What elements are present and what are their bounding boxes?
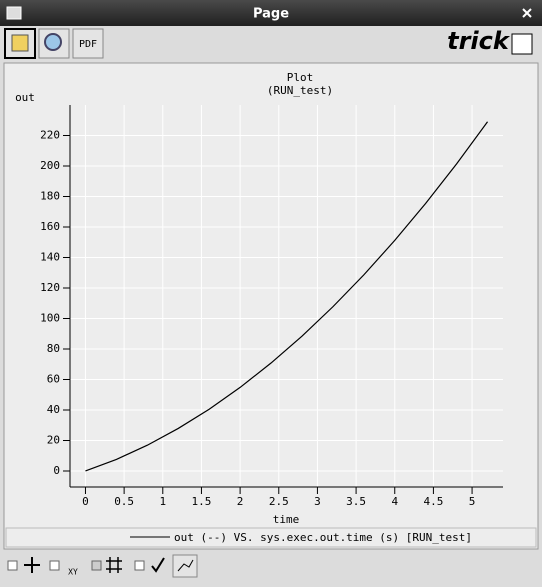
x-tick-label: 0.5	[114, 495, 134, 508]
x-tick-label: 5	[469, 495, 476, 508]
view-button[interactable]	[172, 554, 198, 578]
y-tick-label: 140	[40, 250, 60, 263]
y-tick-label: 160	[40, 220, 60, 233]
x-tick-label: 0	[82, 495, 89, 508]
y-tick-label: 100	[40, 311, 60, 324]
x-tick-label: 4	[391, 495, 398, 508]
zoom-icon	[44, 33, 62, 51]
y-tick-label: 40	[47, 403, 60, 416]
window-title: Page	[253, 7, 289, 22]
close-button[interactable]	[522, 8, 532, 18]
checkbox[interactable]	[134, 560, 145, 571]
logo: trick	[447, 27, 511, 55]
x-tick-label: 1	[159, 495, 166, 508]
x-axis-label: time	[273, 513, 300, 526]
x-tick-label: 2	[237, 495, 244, 508]
x-tick-label: 4.5	[423, 495, 443, 508]
legend-label: out (--) VS. sys.exec.out.time (s) [RUN_…	[174, 531, 472, 544]
pdf-label: PDF	[79, 39, 97, 50]
legend-box	[5, 527, 537, 548]
title-bar	[0, 0, 542, 26]
checkbox[interactable]	[91, 560, 102, 571]
logo-flag	[511, 33, 533, 55]
grid-icon	[106, 557, 122, 573]
bottom-toolbar	[0, 550, 542, 583]
checkbox[interactable]	[49, 560, 60, 571]
view-icon	[177, 559, 194, 572]
chart-title: Plot	[287, 71, 314, 84]
crosshair-icon	[24, 557, 40, 573]
y-tick-label: 0	[53, 464, 60, 477]
settings-icon	[11, 34, 29, 52]
x-tick-label: 1.5	[192, 495, 212, 508]
y-tick-label: 80	[47, 342, 60, 355]
pdf-button[interactable]	[72, 28, 104, 59]
xy-label: XY	[68, 568, 78, 577]
y-tick-label: 120	[40, 281, 60, 294]
y-tick-label: 20	[47, 433, 60, 446]
window-icon	[6, 6, 22, 20]
y-tick-label: 60	[47, 372, 60, 385]
y-axis-label: out	[15, 91, 35, 104]
y-tick-label: 220	[40, 128, 60, 141]
checkbox[interactable]	[7, 560, 18, 571]
y-tick-label: 200	[40, 159, 60, 172]
x-tick-label: 2.5	[269, 495, 289, 508]
plot-area: 0 0.5 1 1.5 2 2.5 3 3.5 4 4.5 5 0 20 40 60 80 100 120 140 1…	[40, 105, 503, 508]
series-line	[85, 121, 489, 472]
x-tick-label: 3	[314, 495, 321, 508]
y-tick-label: 180	[40, 189, 60, 202]
chart-subtitle: (RUN_test)	[267, 84, 333, 97]
x-tick-label: 3.5	[346, 495, 366, 508]
check-icon	[151, 557, 165, 573]
